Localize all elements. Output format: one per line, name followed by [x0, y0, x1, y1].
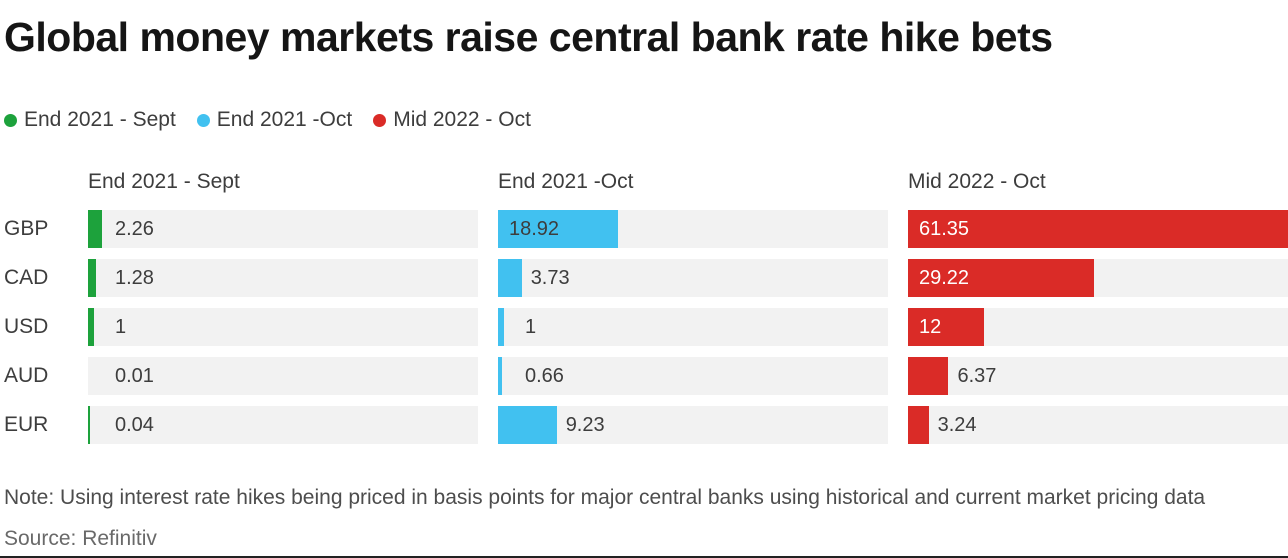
bar-value-label: 29.22 — [919, 267, 970, 289]
bar-mid-2022-oct-eur — [908, 406, 929, 444]
bar-value-label: 0.04 — [115, 414, 154, 436]
legend-label: End 2021 - Sept — [24, 108, 176, 131]
row-label-aud: AUD — [4, 364, 49, 387]
bar-track-end-2021-oct: 18.92 — [498, 210, 888, 248]
legend-dot-blue — [196, 113, 210, 127]
bar-track-end-2021-sept: 0.04 — [88, 406, 478, 444]
header-spacer — [0, 170, 68, 199]
column-headers: End 2021 - Sept End 2021 -Oct Mid 2022 -… — [0, 170, 1278, 199]
bar-mid-2022-oct-gbp — [908, 210, 1288, 248]
bar-end-2021-oct-aud — [498, 357, 503, 395]
chart-source: Source: Refinitiv — [4, 527, 157, 550]
bar-track-mid-2022-oct: 6.37 — [908, 357, 1288, 395]
legend-item-end-2021-oct: End 2021 -Oct — [196, 108, 353, 132]
chart-row-usd: USD 1 1 12 — [0, 308, 1288, 346]
bar-value-label: 3.24 — [937, 414, 977, 436]
bar-value-label: 9.23 — [565, 414, 605, 436]
column-header-end-2021-sept: End 2021 - Sept — [88, 170, 240, 193]
bar-track-end-2021-oct: 3.73 — [498, 259, 888, 297]
bar-track-mid-2022-oct: 29.22 — [908, 259, 1288, 297]
row-label-cad: CAD — [4, 266, 49, 289]
bar-value-label: 6.37 — [957, 365, 997, 387]
row-label-gbp: GBP — [4, 217, 49, 240]
bar-track-mid-2022-oct: 3.24 — [908, 406, 1288, 444]
bar-end-2021-sept-usd — [88, 308, 95, 346]
bar-mid-2022-oct-cad — [908, 259, 1094, 297]
chart-note: Note: Using interest rate hikes being pr… — [4, 486, 1206, 509]
bar-track-mid-2022-oct: 12 — [908, 308, 1288, 346]
legend-label: Mid 2022 - Oct — [393, 108, 531, 131]
bar-end-2021-sept-cad — [88, 259, 97, 297]
chart-row-aud: AUD 0.01 0.66 6.37 — [0, 357, 1288, 395]
bar-track-end-2021-oct: 0.66 — [498, 357, 888, 395]
bar-value-label: 1 — [525, 316, 537, 338]
bar-value-label: 0.01 — [115, 365, 154, 387]
chart-rows: GBP 2.26 18.92 61.35 CAD 1.28 3.73 29.22 USD 1 1 12… — [0, 210, 1288, 444]
bar-track-end-2021-sept: 0.01 — [88, 357, 478, 395]
chart-row-cad: CAD 1.28 3.73 29.22 — [0, 259, 1288, 297]
page-title: Global money markets raise central bank … — [4, 14, 1053, 60]
bar-track-mid-2022-oct: 61.35 — [908, 210, 1288, 248]
row-label-eur: EUR — [4, 413, 49, 436]
bar-end-2021-oct-cad — [498, 259, 522, 297]
legend-item-mid-2022-oct: Mid 2022 - Oct — [373, 108, 531, 132]
column-header-mid-2022-oct: Mid 2022 - Oct — [908, 170, 1046, 193]
legend-dot-green — [4, 113, 17, 127]
bar-end-2021-sept-eur — [88, 406, 90, 444]
legend-item-end-2021-sept: End 2021 - Sept — [4, 108, 176, 132]
bar-value-label: 1 — [115, 316, 127, 338]
bar-value-label: 12 — [919, 316, 942, 338]
bar-track-end-2021-oct: 9.23 — [498, 406, 888, 444]
legend: End 2021 - Sept End 2021 -Oct Mid 2022 -… — [4, 108, 531, 132]
bar-value-label: 0.66 — [525, 365, 564, 387]
bar-chart: End 2021 - Sept End 2021 -Oct Mid 2022 -… — [0, 170, 1288, 455]
bar-end-2021-oct-usd — [498, 308, 505, 346]
bar-end-2021-sept-gbp — [88, 210, 103, 248]
bottom-rule — [0, 556, 1288, 558]
bar-track-end-2021-oct: 1 — [498, 308, 888, 346]
chart-row-gbp: GBP 2.26 18.92 61.35 — [0, 210, 1288, 248]
row-label-usd: USD — [4, 315, 49, 338]
bar-value-label: 3.73 — [530, 267, 570, 289]
legend-label: End 2021 -Oct — [216, 108, 353, 131]
bar-value-label: 2.26 — [115, 218, 154, 240]
bar-value-label: 18.92 — [509, 218, 560, 240]
bar-end-2021-oct-eur — [498, 406, 557, 444]
chart-row-eur: EUR 0.04 9.23 3.24 — [0, 406, 1288, 444]
bar-end-2021-oct-gbp — [498, 210, 619, 248]
bar-track-end-2021-sept: 1.28 — [88, 259, 478, 297]
bar-value-label: 1.28 — [115, 267, 154, 289]
bar-track-end-2021-sept: 2.26 — [88, 210, 478, 248]
bar-value-label: 61.35 — [919, 218, 970, 240]
legend-dot-red — [373, 113, 387, 127]
column-header-end-2021-oct: End 2021 -Oct — [498, 170, 634, 193]
bar-mid-2022-oct-usd — [908, 308, 985, 346]
bar-track-end-2021-sept: 1 — [88, 308, 478, 346]
bar-mid-2022-oct-aud — [908, 357, 949, 395]
